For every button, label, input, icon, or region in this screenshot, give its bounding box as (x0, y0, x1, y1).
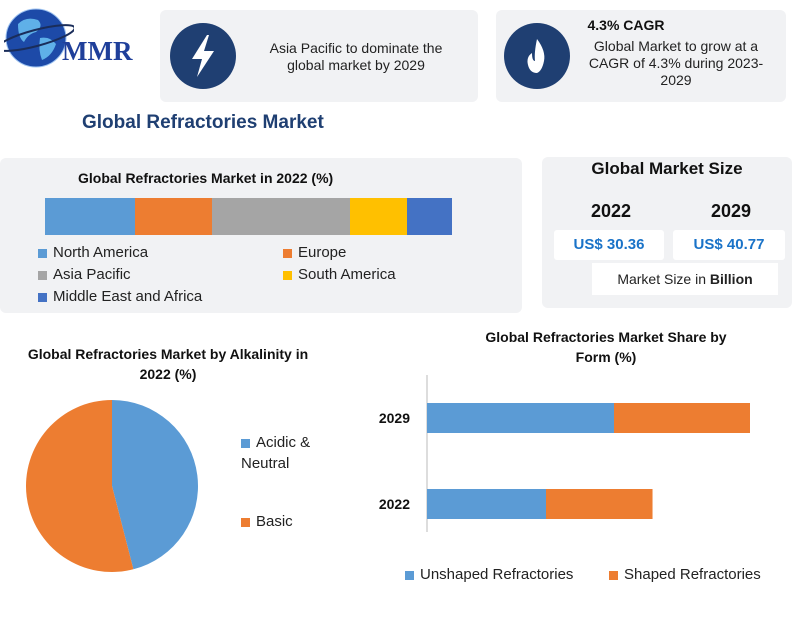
legend-item-middle-east-and-africa: Middle East and Africa (38, 288, 202, 305)
regional-share-card: Global Refractories Market in 2022 (%) N… (0, 158, 522, 313)
legend-item-europe: Europe (283, 244, 346, 261)
market-size-note-unit: Billion (709, 271, 753, 287)
regional-chart-title: Global Refractories Market in 2022 (%) (78, 170, 334, 186)
flame-icon (504, 23, 570, 89)
market-size-title: Global Market Size (591, 159, 743, 178)
bar-segment-asia-pacific (211, 198, 351, 235)
market-size-note-prefix: Market Size in (617, 271, 710, 287)
page-title: Global Refractories Market (82, 112, 324, 133)
legend-label: Asia Pacific (53, 266, 131, 283)
logo-text: MMR (62, 36, 133, 66)
legend-item-acidic-neutral: Acidic & Neutral (241, 432, 331, 474)
market-size-value-2022: US$ 30.36 (554, 230, 664, 260)
legend-item-basic: Basic (241, 511, 331, 532)
pie-slice-acidic-neutral (112, 400, 199, 570)
legend-swatch (241, 517, 250, 527)
regional-stacked-bar (45, 198, 452, 235)
legend-label: Acidic & Neutral (241, 434, 311, 472)
legend-item-unshaped-refractories: Unshaped Refractories (405, 566, 573, 583)
header-card-asia-text: Asia Pacific to dominate the global mark… (269, 40, 443, 73)
header-card-cagr: 4.3% CAGR Global Market to grow at a CAG… (496, 10, 786, 102)
pie-slice-basic (26, 400, 134, 572)
legend-label: South America (298, 266, 396, 283)
bar-segment-europe (134, 198, 212, 235)
legend-swatch (38, 292, 47, 302)
legend-swatch (283, 270, 292, 280)
alkalinity-pie-chart (26, 400, 199, 572)
market-size-year-2029: 2029 (710, 201, 752, 221)
legend-label: Shaped Refractories (624, 566, 761, 583)
globe-icon (4, 8, 74, 68)
market-size-card: Global Market Size 2022 2029 US$ 30.36 U… (542, 157, 792, 308)
bar-unshaped-refractories-2029 (427, 403, 614, 433)
bar-unshaped-refractories-2022 (427, 489, 546, 519)
legend-swatch (38, 270, 47, 280)
legend-swatch (283, 248, 292, 258)
cagr-title: 4.3% CAGR (587, 17, 665, 33)
legend-label: Basic (256, 513, 293, 530)
legend-label: Middle East and Africa (53, 288, 203, 305)
cagr-text: Global Market to grow at a CAGR of 4.3% … (588, 38, 764, 88)
legend-label: North America (53, 244, 149, 261)
bar-segment-middle-east-and-africa (407, 198, 452, 235)
header-card-asia: Asia Pacific to dominate the global mark… (160, 10, 478, 102)
form-chart-title: Global Refractories Market Share by Form… (485, 329, 727, 365)
form-stacked-bar-chart: 2029 2022 (379, 375, 750, 532)
y-tick-label-2022: 2022 (379, 496, 410, 512)
legend-item-south-america: South America (283, 266, 396, 283)
bar-shaped-refractories-2022 (546, 489, 653, 519)
legend-label: Unshaped Refractories (420, 566, 574, 583)
legend-label: Europe (298, 244, 347, 261)
market-size-note: Market Size in Billion (592, 263, 778, 295)
logo: MMR (4, 6, 154, 70)
legend-item-north-america: North America (38, 244, 148, 261)
legend-item-asia-pacific: Asia Pacific (38, 266, 131, 283)
bar-segment-south-america (350, 198, 408, 235)
bar-segment-north-america (45, 198, 135, 235)
legend-swatch (609, 570, 618, 580)
legend-item-shaped-refractories: Shaped Refractories (609, 566, 761, 583)
lightning-icon (170, 23, 236, 89)
legend-swatch (38, 248, 47, 258)
market-size-year-2022: 2022 (590, 201, 632, 221)
alkalinity-chart-title: Global Refractories Market by Alkalinity… (27, 346, 309, 382)
y-tick-label-2029: 2029 (379, 410, 410, 426)
bar-shaped-refractories-2029 (614, 403, 750, 433)
market-size-value-2029: US$ 40.77 (673, 230, 785, 260)
legend-swatch (405, 570, 414, 580)
legend-swatch (241, 438, 250, 448)
